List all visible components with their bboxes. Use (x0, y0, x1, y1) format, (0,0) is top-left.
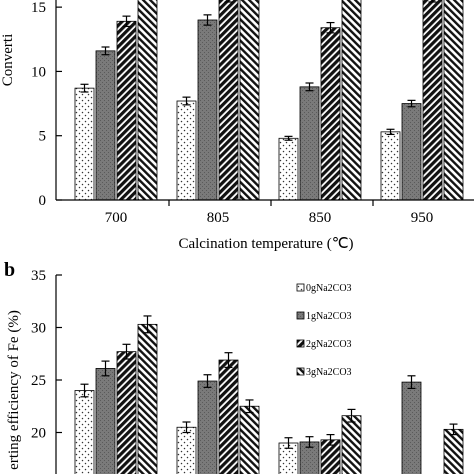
b-errorbar-805-s1 (203, 374, 212, 388)
legend-swatch-0 (296, 283, 305, 292)
a-errorbar-700-s1 (101, 46, 110, 56)
legend-label-2: 2gNa2CO3 (306, 339, 352, 350)
a-bar-850-s3 (341, 0, 362, 201)
a-ytick-label-15: 15 (31, 0, 46, 16)
a-errorbar-700-s0 (80, 83, 89, 93)
legend-swatch-2 (296, 339, 305, 348)
a-errorbar-805-s0 (182, 96, 191, 106)
b-errorbar-700-s0 (80, 383, 89, 398)
a-bar-700-s1 (95, 50, 116, 201)
a-ytick-label-5: 5 (39, 129, 47, 145)
a-bar-850-s0 (278, 137, 299, 201)
b-errorbar-950-s1 (407, 375, 416, 389)
b-ytick-label-35: 35 (31, 268, 46, 284)
panel-a: Converti Calcination temperature (℃) 0 5 1… (0, 0, 474, 252)
legend-label-1: 1gNa2CO3 (306, 311, 352, 322)
a-xtick-label-950: 950 (411, 210, 434, 226)
panel-a-bars (74, 0, 464, 201)
b-ytick-label-20: 20 (31, 426, 46, 442)
b-bar-805-s0 (176, 426, 197, 474)
a-bar-805-s1 (197, 19, 218, 201)
b-bar-700-s1 (95, 368, 116, 474)
a-bar-700-s3 (137, 0, 158, 201)
b-bar-805-s3 (239, 405, 260, 474)
b-bar-805-s2 (218, 359, 239, 474)
a-bar-950-s2 (422, 0, 443, 201)
a-xtick-label-700: 700 (105, 210, 128, 226)
a-errorbar-805-s1 (203, 14, 212, 26)
a-errorbar-850-s1 (305, 82, 314, 92)
panel-b: b erting efficiency of Fe (%) 20 25 30 35 0… (4, 259, 464, 474)
b-errorbar-805-s3 (245, 399, 254, 414)
a-bar-950-s1 (401, 103, 422, 201)
b-errorbar-850-s1 (305, 436, 314, 448)
a-errorbar-950-s0 (386, 128, 395, 136)
a-xtick-label-805: 805 (207, 210, 230, 226)
a-bar-950-s3 (443, 0, 464, 201)
panel-b-axes: 20 25 30 35 (31, 268, 62, 474)
b-bar-700-s0 (74, 390, 95, 474)
a-bar-805-s2 (218, 0, 239, 201)
a-errorbar-700-s2 (122, 15, 131, 28)
panel-b-letter: b (4, 259, 15, 281)
a-bar-805-s3 (239, 0, 260, 201)
panel-b-ylabel: erting efficiency of Fe (%) (6, 310, 22, 470)
b-errorbar-700-s1 (101, 360, 110, 377)
a-errorbar-950-s1 (407, 99, 416, 108)
a-bar-950-s0 (380, 131, 401, 201)
b-bar-850-s3 (341, 415, 362, 474)
b-errorbar-850-s2 (326, 434, 335, 446)
panel-a-ylabel: Converti (0, 34, 16, 87)
panel-a-axes: 0 5 10 15 700 805 850 950 (31, 0, 474, 226)
panel-a-xlabel: Calcination temperature (℃) (178, 236, 353, 252)
a-bar-850-s2 (320, 27, 341, 201)
b-errorbar-805-s0 (182, 421, 191, 434)
legend-label-0: 0gNa2CO3 (306, 283, 352, 294)
b-bar-950-s3 (443, 428, 464, 474)
a-errorbar-850-s2 (326, 21, 335, 34)
a-bar-700-s2 (116, 20, 137, 201)
panel-b-bars (74, 315, 464, 474)
b-bar-700-s3 (137, 323, 158, 474)
b-bar-805-s1 (197, 380, 218, 474)
b-errorbar-850-s0 (284, 437, 293, 449)
legend-swatch-3 (296, 367, 305, 376)
a-bar-805-s0 (176, 100, 197, 201)
a-bar-700-s0 (74, 87, 95, 201)
b-errorbar-950-s3 (449, 423, 458, 436)
a-ytick-label-10: 10 (31, 64, 46, 80)
b-ytick-label-25: 25 (31, 373, 46, 389)
a-errorbar-850-s0 (284, 135, 293, 141)
a-bar-850-s1 (299, 86, 320, 201)
b-bar-700-s2 (116, 351, 137, 474)
b-errorbar-700-s2 (122, 343, 131, 360)
legend-swatch-1 (296, 311, 305, 320)
a-xtick-label-850: 850 (309, 210, 332, 226)
legend-label-3: 3gNa2CO3 (306, 367, 352, 378)
legend: 0gNa2CO3 1gNa2CO3 2gNa2CO3 3gNa2CO3 (296, 283, 352, 378)
b-bar-950-s1 (401, 381, 422, 474)
b-ytick-label-30: 30 (31, 321, 46, 337)
a-ytick-label-0: 0 (39, 193, 47, 209)
a-errorbar-805-s2 (224, 0, 233, 3)
a-errorbar-950-s2 (428, 0, 437, 3)
b-errorbar-850-s3 (347, 408, 356, 423)
b-errorbar-700-s3 (143, 315, 152, 334)
b-errorbar-805-s2 (224, 352, 233, 368)
